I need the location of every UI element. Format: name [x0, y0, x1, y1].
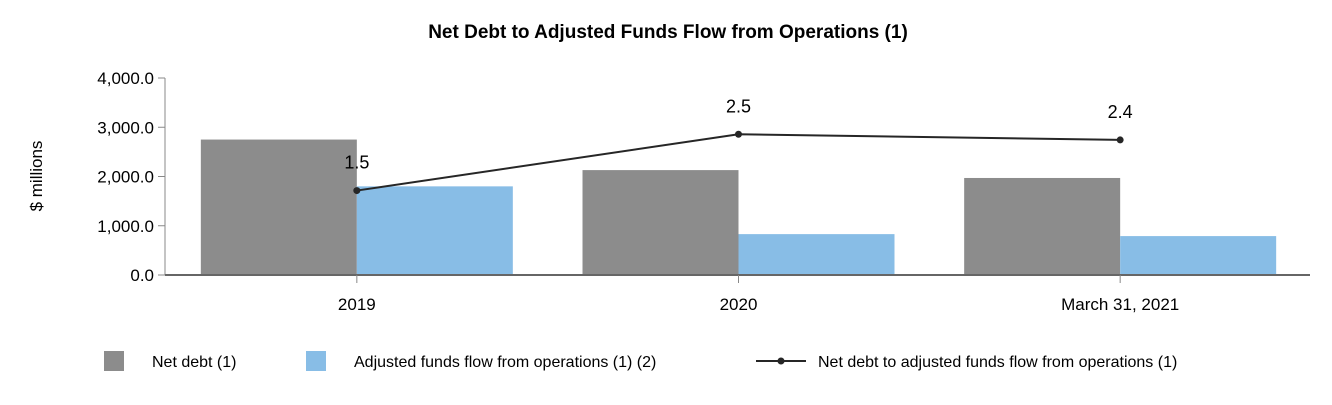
x-tick-label: 2019 — [338, 295, 376, 314]
y-tick-label: 3,000.0 — [97, 118, 154, 137]
legend-swatch-net-debt — [104, 351, 124, 371]
x-tick-label: 2020 — [720, 295, 758, 314]
legend-swatch-adjusted-funds-flow — [306, 351, 326, 371]
x-tick-label: March 31, 2021 — [1061, 295, 1179, 314]
bar-net-debt — [964, 177, 1121, 275]
legend-swatch-ratio-point — [777, 357, 785, 365]
y-tick-label: 4,000.0 — [97, 69, 154, 88]
legend-label: Adjusted funds flow from operations (1) … — [354, 354, 656, 371]
data-label: 2.4 — [1108, 102, 1133, 122]
ratio-point — [1116, 136, 1124, 144]
y-axis-label: $ millions — [27, 141, 46, 212]
chart-title: Net Debt to Adjusted Funds Flow from Ope… — [428, 22, 908, 43]
plot-area: 0.0 1,000.0 2,000.0 3,000.0 4,000.0 2019 2020 M… — [97, 69, 1310, 314]
y-tick-label: 2,000.0 — [97, 168, 154, 187]
legend: Net debt (1) Adjusted funds flow from ope… — [104, 351, 1177, 371]
bar-adjusted-funds-flow — [738, 234, 895, 275]
data-label: 1.5 — [344, 153, 369, 173]
y-tick-label: 1,000.0 — [97, 217, 154, 236]
bar-adjusted-funds-flow — [356, 186, 513, 275]
bar-net-debt — [582, 170, 739, 275]
data-label: 2.5 — [726, 96, 751, 116]
ratio-point — [353, 187, 361, 195]
bar-adjusted-funds-flow — [1120, 236, 1277, 275]
legend-label: Net debt (1) — [152, 354, 236, 371]
y-tick-label: 0.0 — [130, 266, 154, 285]
legend-label: Net debt to adjusted funds flow from ope… — [818, 354, 1177, 371]
bar-net-debt — [200, 139, 357, 275]
ratio-point — [735, 130, 742, 138]
